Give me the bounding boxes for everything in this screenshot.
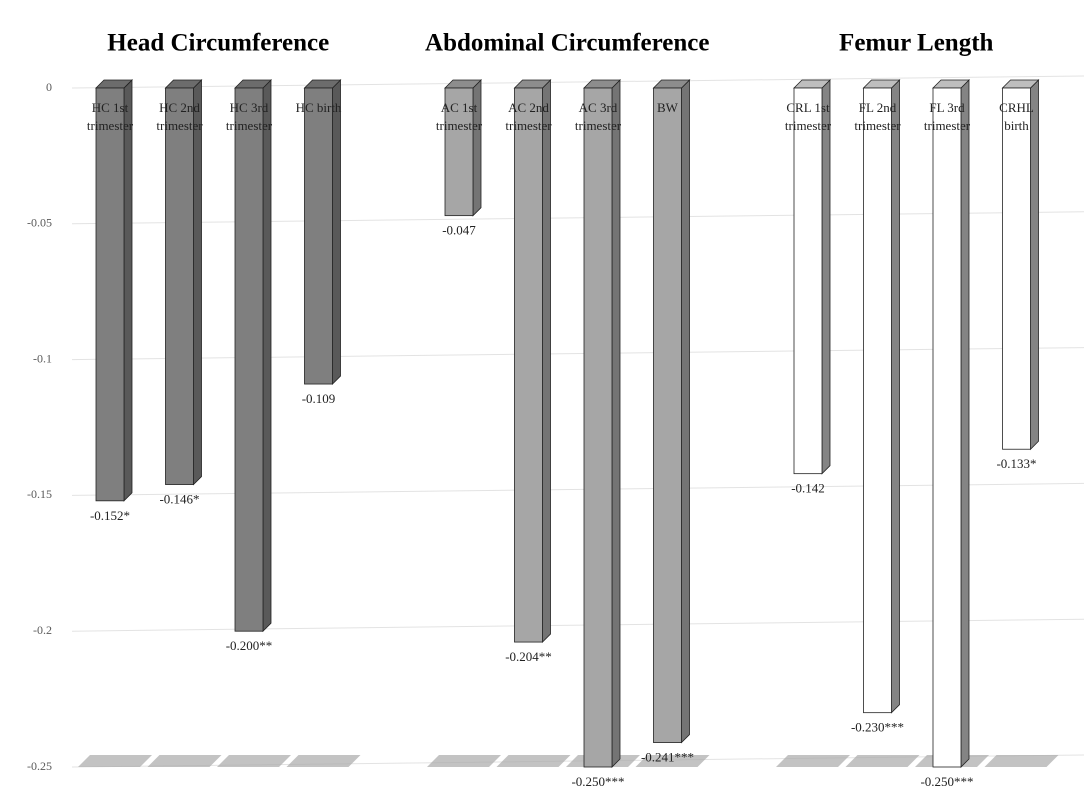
group-title: Femur Length	[839, 30, 993, 57]
y-tick-label: -0.05	[27, 216, 52, 230]
value-label: -0.241***	[641, 750, 694, 765]
bar-front	[583, 87, 613, 768]
category-label: CRL 1st trimester	[784, 100, 832, 133]
floor-shadow	[776, 755, 850, 767]
floor-shadow	[845, 755, 920, 767]
group-title: Abdominal Circumference	[425, 30, 709, 57]
bar-side	[821, 79, 831, 475]
category-label: AC 1st trimester	[435, 100, 483, 133]
bar	[1001, 79, 1040, 451]
bar-side	[262, 79, 272, 633]
category-label: HC birth	[295, 100, 342, 115]
grid-line	[71, 75, 1084, 89]
bar-side	[611, 79, 621, 768]
bar-front	[863, 87, 892, 714]
y-tick-label: -0.25	[27, 759, 52, 773]
floor-shadow	[217, 755, 291, 767]
y-tick-label: 0	[46, 80, 52, 94]
bar	[513, 79, 552, 644]
bar	[303, 79, 342, 386]
bar-front	[514, 87, 543, 643]
bar	[444, 79, 482, 217]
category-label: FL 2nd trimester	[854, 100, 901, 133]
bar	[234, 79, 272, 633]
category-label: HC 1st trimester	[86, 100, 134, 133]
bar	[164, 79, 203, 486]
bar-side	[332, 79, 341, 386]
bar-front	[444, 87, 474, 217]
category-label: CRHL birth	[999, 100, 1034, 133]
bar-side	[123, 79, 133, 502]
bar	[95, 79, 133, 502]
value-label: -0.204**	[505, 649, 552, 664]
bar-side	[542, 79, 551, 644]
y-tick-label: -0.15	[27, 487, 52, 501]
bar	[583, 79, 621, 768]
floor-shadow	[147, 755, 222, 767]
category-label: AC 2nd trimester	[505, 100, 552, 133]
value-label: -0.142	[791, 481, 825, 496]
category-label: FL 3rd trimester	[923, 100, 971, 133]
value-label: -0.109	[302, 391, 336, 406]
category-label: BW	[657, 100, 678, 115]
floor-shadow	[984, 755, 1059, 767]
value-label: -0.230***	[851, 720, 904, 735]
grid-line	[71, 618, 1084, 632]
value-label: -0.146*	[159, 492, 199, 507]
category-label: AC 3rd trimester	[574, 100, 622, 133]
y-tick-label: -0.1	[33, 351, 52, 365]
grid-line	[71, 347, 1084, 361]
bar-front	[95, 87, 125, 502]
bar-front	[932, 87, 962, 768]
value-label: -0.133*	[996, 456, 1036, 471]
y-tick-label: -0.2	[33, 623, 52, 637]
bar	[793, 79, 831, 475]
bar-side	[891, 79, 900, 714]
bar-front	[304, 87, 333, 385]
grid-line	[71, 211, 1084, 225]
value-label: -0.200**	[226, 638, 273, 653]
group-title: Head Circumference	[107, 30, 329, 57]
bar-side	[681, 79, 690, 744]
value-label: -0.047	[442, 223, 476, 238]
floor-shadow	[496, 755, 571, 767]
floor-shadow	[635, 755, 710, 767]
category-label: HC 3rd trimester	[225, 100, 273, 133]
value-label: -0.152*	[90, 508, 130, 523]
floor-shadow	[427, 755, 501, 767]
bar-side	[960, 79, 970, 768]
value-label: -0.250***	[920, 774, 973, 789]
bar	[652, 79, 691, 744]
value-label: -0.250***	[571, 774, 624, 789]
bar-front	[793, 87, 823, 475]
bar-side	[193, 79, 202, 486]
bar	[932, 79, 970, 768]
floor-shadow	[286, 755, 361, 767]
bar-front	[234, 87, 264, 632]
bar	[862, 79, 901, 714]
bar-side	[1030, 79, 1039, 451]
floor-shadow	[78, 755, 152, 767]
category-label: HC 2nd trimester	[156, 100, 203, 133]
bar-front	[165, 87, 194, 485]
grid-line	[71, 482, 1084, 496]
bar-front	[1002, 87, 1031, 450]
bar-front	[653, 87, 682, 743]
